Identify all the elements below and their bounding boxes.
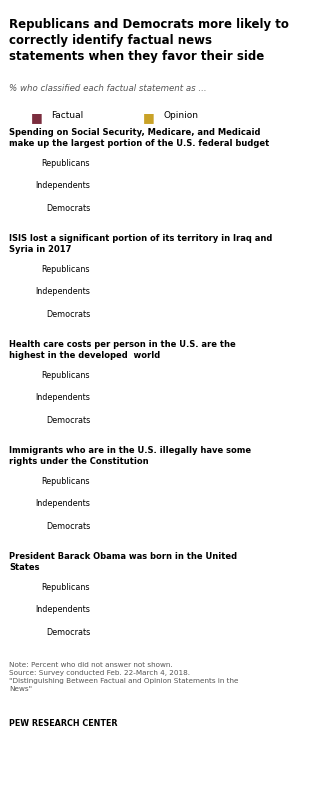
Text: Spending on Social Security, Medicare, and Medicaid
make up the largest portion : Spending on Social Security, Medicare, a… bbox=[9, 128, 270, 148]
Text: 27: 27 bbox=[270, 371, 281, 380]
Text: Independents: Independents bbox=[35, 393, 90, 403]
Text: % who classified each factual statement as ...: % who classified each factual statement … bbox=[9, 84, 207, 93]
Text: 89: 89 bbox=[182, 627, 193, 637]
Text: Independents: Independents bbox=[35, 181, 90, 191]
Text: 33: 33 bbox=[261, 309, 272, 319]
Text: 80: 80 bbox=[173, 605, 184, 615]
Text: Democrats: Democrats bbox=[46, 309, 90, 319]
Text: 72: 72 bbox=[164, 265, 175, 274]
Text: Immigrants who are in the U.S. illegally have some
rights under the Constitution: Immigrants who are in the U.S. illegally… bbox=[9, 446, 252, 466]
Text: PEW RESEARCH CENTER: PEW RESEARCH CENTER bbox=[9, 719, 118, 728]
Text: Note: Percent who did not answer not shown.
Source: Survey conducted Feb. 22-Mar: Note: Percent who did not answer not sho… bbox=[9, 662, 239, 692]
Text: 20: 20 bbox=[277, 605, 288, 615]
Text: Democrats: Democrats bbox=[46, 627, 90, 637]
Text: 19: 19 bbox=[276, 415, 287, 425]
Text: Republicans: Republicans bbox=[42, 265, 90, 274]
Text: Republicans and Democrats more likely to
correctly identify factual news
stateme: Republicans and Democrats more likely to… bbox=[9, 18, 289, 63]
Text: Health care costs per person in the U.S. are the
highest in the developed  world: Health care costs per person in the U.S.… bbox=[9, 340, 236, 360]
Text: Independents: Independents bbox=[35, 287, 90, 297]
Text: 61: 61 bbox=[153, 181, 164, 191]
Text: Democrats: Democrats bbox=[46, 521, 90, 531]
Text: Independents: Independents bbox=[35, 499, 90, 509]
Text: 23: 23 bbox=[274, 393, 285, 403]
Text: 63: 63 bbox=[155, 583, 166, 592]
Text: 80: 80 bbox=[173, 415, 184, 425]
Text: 73: 73 bbox=[165, 287, 176, 297]
Text: 27: 27 bbox=[267, 265, 279, 274]
Text: 66: 66 bbox=[158, 309, 169, 319]
Text: 45: 45 bbox=[249, 203, 260, 213]
Text: 38: 38 bbox=[256, 181, 267, 191]
Text: 36%: 36% bbox=[254, 159, 273, 168]
Text: Republicans: Republicans bbox=[42, 477, 90, 486]
Text: 65: 65 bbox=[157, 521, 168, 531]
Text: 36: 36 bbox=[258, 583, 269, 592]
Text: Democrats: Democrats bbox=[46, 203, 90, 213]
Text: 77: 77 bbox=[169, 393, 181, 403]
Text: 26: 26 bbox=[268, 287, 280, 297]
Text: Democrats: Democrats bbox=[46, 415, 90, 425]
Text: President Barack Obama was born in the United
States: President Barack Obama was born in the U… bbox=[9, 552, 238, 572]
Text: 73: 73 bbox=[165, 371, 176, 380]
Text: ■: ■ bbox=[31, 111, 43, 123]
Text: 56: 56 bbox=[237, 477, 248, 486]
Text: 43: 43 bbox=[134, 477, 145, 486]
Text: Republicans: Republicans bbox=[42, 371, 90, 380]
Text: ■: ■ bbox=[143, 111, 155, 123]
Text: 34: 34 bbox=[260, 521, 271, 531]
Text: Independents: Independents bbox=[35, 605, 90, 615]
Text: 55: 55 bbox=[147, 499, 158, 509]
Text: 44: 44 bbox=[250, 499, 261, 509]
Text: 54: 54 bbox=[146, 203, 157, 213]
Text: 10: 10 bbox=[285, 627, 296, 637]
Text: Republicans: Republicans bbox=[42, 159, 90, 168]
Text: Factual: Factual bbox=[51, 111, 84, 119]
Text: 63%: 63% bbox=[151, 159, 170, 168]
Text: Republicans: Republicans bbox=[42, 583, 90, 592]
Text: Opinion: Opinion bbox=[163, 111, 198, 119]
Text: ISIS lost a significant portion of its territory in Iraq and
Syria in 2017: ISIS lost a significant portion of its t… bbox=[9, 234, 273, 254]
